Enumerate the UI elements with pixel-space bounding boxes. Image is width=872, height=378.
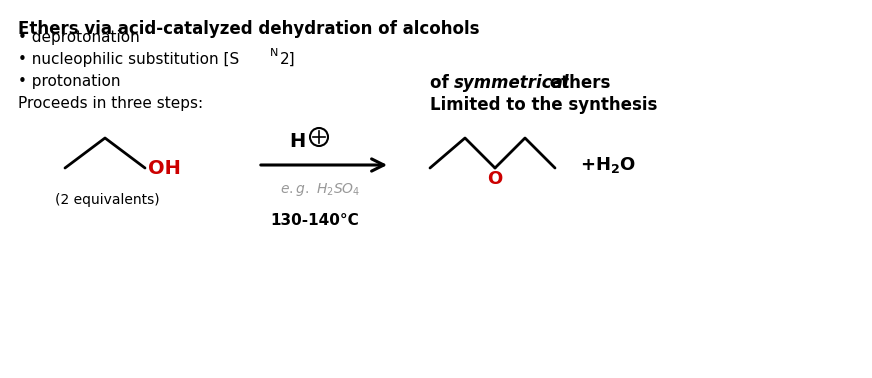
Text: OH: OH bbox=[148, 158, 181, 178]
Text: N: N bbox=[270, 48, 278, 58]
Text: O: O bbox=[487, 170, 502, 188]
Text: • protonation: • protonation bbox=[18, 74, 120, 89]
Text: (2 equivalents): (2 equivalents) bbox=[55, 193, 160, 207]
Text: H: H bbox=[289, 132, 305, 151]
Text: Proceeds in three steps:: Proceeds in three steps: bbox=[18, 96, 203, 111]
Text: Limited to the synthesis: Limited to the synthesis bbox=[430, 96, 657, 114]
Text: $\mathbf{+ H_2O}$: $\mathbf{+ H_2O}$ bbox=[580, 155, 636, 175]
Text: ethers: ethers bbox=[544, 74, 610, 92]
Text: of: of bbox=[430, 74, 454, 92]
Text: • deprotonation: • deprotonation bbox=[18, 30, 140, 45]
Text: $\it{e.g.\ H_2SO_4}$: $\it{e.g.\ H_2SO_4}$ bbox=[280, 181, 360, 198]
Text: symmetrical: symmetrical bbox=[454, 74, 569, 92]
Text: 2]: 2] bbox=[280, 52, 296, 67]
Text: 130-140°C: 130-140°C bbox=[270, 213, 359, 228]
Text: • nucleophilic substitution [S: • nucleophilic substitution [S bbox=[18, 52, 239, 67]
Text: Ethers via acid-catalyzed dehydration of alcohols: Ethers via acid-catalyzed dehydration of… bbox=[18, 20, 480, 38]
